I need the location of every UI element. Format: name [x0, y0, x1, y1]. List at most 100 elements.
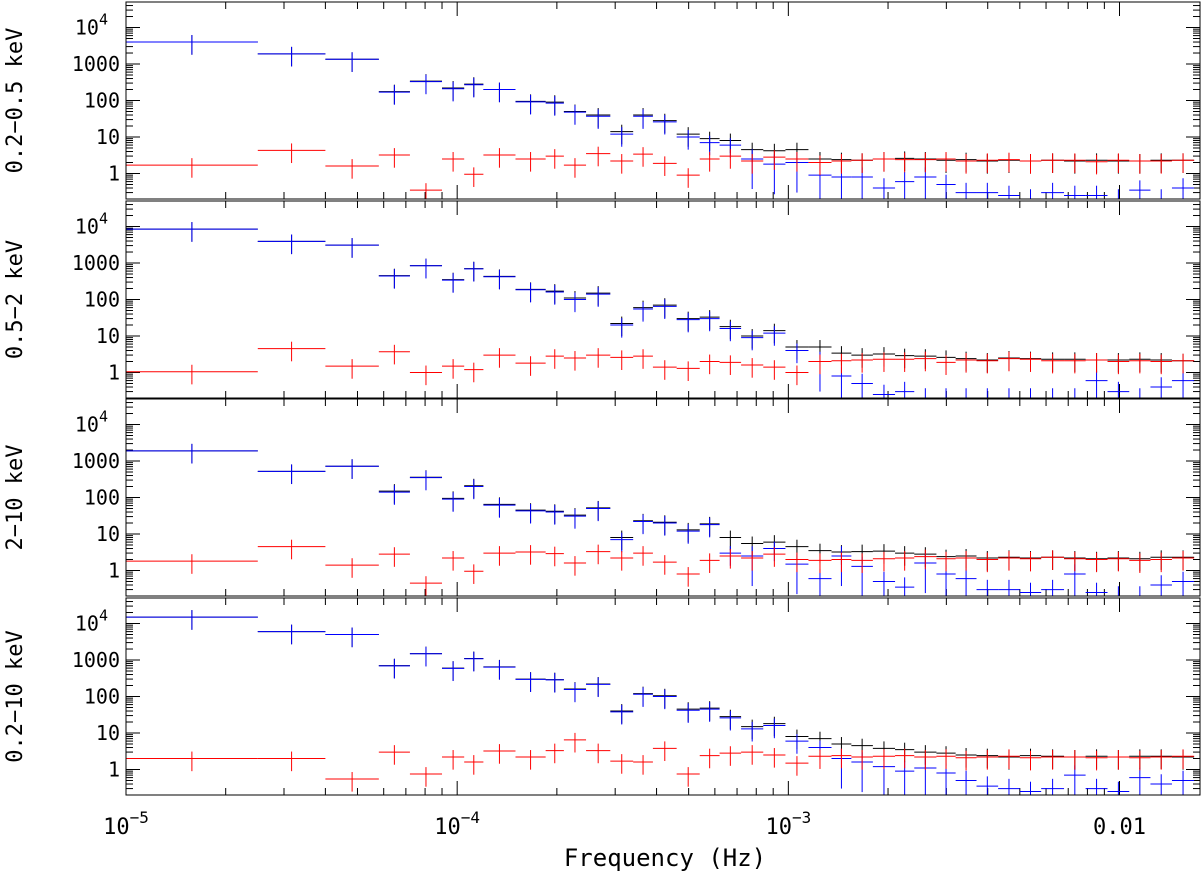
data-point-source — [652, 516, 677, 536]
data-point-background — [936, 551, 956, 572]
data-point-background — [483, 348, 516, 368]
data-point-background — [976, 353, 999, 374]
data-point-source — [545, 672, 564, 693]
data-point-source — [610, 704, 634, 725]
data-point-background — [895, 748, 915, 769]
data-point-background — [1085, 750, 1108, 771]
x-tick-label: 10−5 — [103, 808, 149, 840]
data-point-source — [126, 443, 258, 464]
data-point-source — [483, 498, 516, 518]
data-point-background — [515, 750, 546, 770]
data-point-background — [610, 754, 634, 774]
y-tick-label: 10 — [96, 324, 120, 348]
data-point-source — [409, 646, 443, 667]
data-point-source — [610, 318, 634, 338]
data-point-source — [808, 568, 832, 596]
data-point-background — [1171, 551, 1195, 571]
data-point-source — [998, 388, 1020, 398]
data-point-background — [699, 152, 720, 172]
data-point-background — [936, 749, 956, 769]
data-point-source — [1064, 185, 1086, 199]
data-point-source — [325, 238, 379, 258]
panel-frame — [125, 398, 1201, 597]
data-point-background — [1064, 551, 1086, 572]
series-background — [126, 341, 1195, 386]
data-point-source — [1150, 377, 1172, 398]
data-point-source — [976, 388, 999, 398]
data-point-background — [998, 749, 1020, 769]
data-point-background — [1064, 353, 1086, 374]
data-point-background — [1129, 353, 1151, 374]
data-point-background — [1129, 154, 1151, 174]
data-point-background — [895, 152, 915, 173]
data-point-background — [785, 152, 809, 172]
data-point-background — [851, 353, 873, 373]
data-point-background — [563, 351, 587, 371]
series-source — [126, 35, 1195, 199]
data-point-background — [563, 158, 587, 178]
data-point-source — [1085, 778, 1108, 795]
data-point-source — [1171, 178, 1195, 199]
data-point-background — [1107, 153, 1130, 173]
y-tick-label: 10 — [96, 522, 120, 546]
data-point-background — [895, 352, 915, 372]
data-point-background — [936, 355, 956, 375]
data-point-source — [610, 532, 634, 553]
data-point-source — [1064, 765, 1086, 795]
data-point-source — [1019, 189, 1042, 199]
data-point-source — [1085, 582, 1108, 596]
series-source — [126, 443, 1195, 596]
data-point-background — [126, 554, 258, 574]
data-point-source — [464, 651, 484, 672]
y-tick-label: 1 — [108, 161, 120, 185]
data-point-source — [1064, 388, 1086, 398]
data-point-source — [652, 299, 677, 319]
data-point-source — [676, 130, 700, 150]
data-point-background — [851, 153, 873, 173]
data-point-background — [325, 772, 379, 792]
data-point-source — [563, 105, 587, 125]
data-point-background — [763, 748, 786, 768]
y-axis-label: 0.5−2 keV — [3, 240, 28, 359]
data-point-background — [586, 348, 611, 368]
data-point-source — [1129, 388, 1151, 398]
data-point-source — [378, 269, 410, 289]
data-point-background — [719, 549, 742, 569]
y-tick-label: 10 — [96, 721, 120, 745]
data-point-background — [378, 745, 410, 765]
data-point-background — [1150, 750, 1172, 770]
data-point-background — [1107, 354, 1130, 375]
data-point-source — [955, 182, 977, 199]
data-point-source — [1129, 586, 1151, 596]
data-point-source — [378, 658, 410, 679]
data-point-background — [515, 152, 546, 172]
data-point-background — [1171, 749, 1195, 769]
data-point-background — [1064, 153, 1086, 173]
y-tick-label: 1000 — [72, 52, 120, 76]
data-point-source — [409, 470, 443, 491]
data-point-source — [998, 579, 1020, 596]
data-point-source — [1129, 180, 1151, 199]
y-tick-label: 100 — [84, 486, 120, 510]
data-point-source — [257, 624, 326, 645]
data-point-background — [998, 551, 1020, 571]
data-point-source — [442, 661, 465, 682]
data-point-background — [831, 353, 852, 374]
data-point-background — [652, 360, 677, 380]
data-point-source — [785, 343, 809, 364]
data-point-background — [955, 750, 977, 771]
data-marks — [126, 222, 1195, 398]
data-point-source — [610, 127, 634, 147]
data-point-background — [808, 749, 832, 769]
data-point-source — [955, 568, 977, 596]
data-point-background — [676, 767, 700, 787]
y-tick-label: 1 — [108, 757, 120, 781]
data-point-background — [378, 547, 410, 567]
data-point-background — [610, 551, 634, 571]
data-point-background — [763, 150, 786, 170]
data-point-source — [895, 577, 915, 596]
data-point-source — [1107, 781, 1130, 795]
panel-3: 1 10 100 1000 104 2−10 keV — [3, 398, 1201, 597]
data-point-source — [126, 35, 258, 55]
